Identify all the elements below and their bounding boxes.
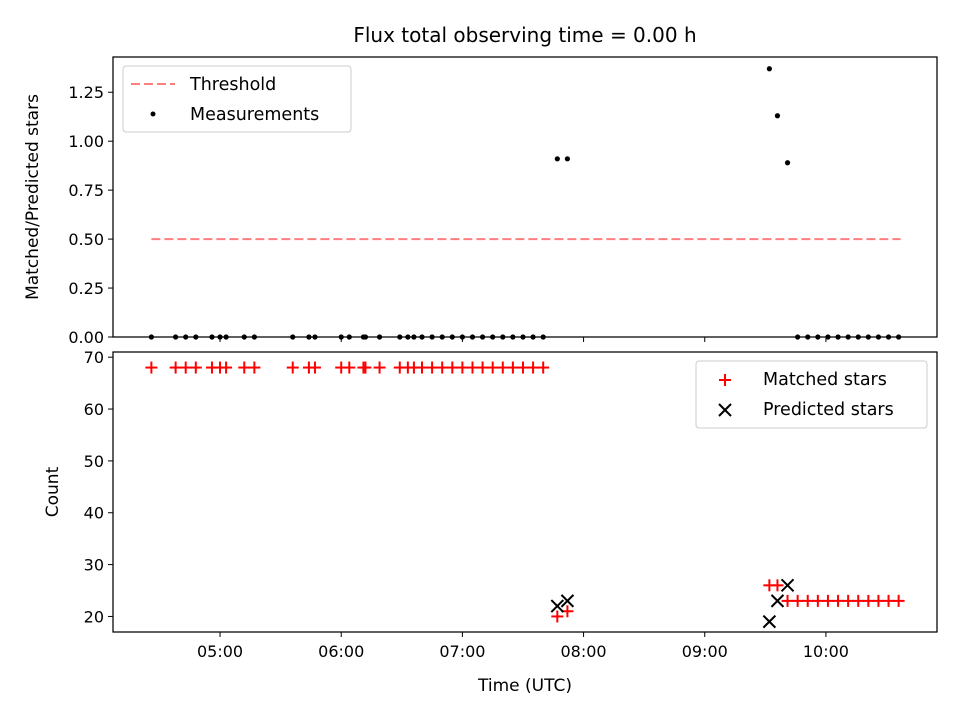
bottom-y-tick-label: 70 [84,348,104,367]
top-y-axis-label: Matched/Predicted stars [23,94,43,300]
matched-star-point [892,594,905,607]
bottom-legend-box [695,360,928,429]
legend-measurements-label: Measurements [190,105,319,125]
matched-star-point [516,361,529,374]
matched-star-point [466,361,479,374]
matched-star-point [832,594,845,607]
predicted-star-point [762,614,777,629]
bottom-y-tick-label: 40 [84,504,104,523]
matched-star-point [456,361,469,374]
matched-star-point [426,361,439,374]
matched-star-point [872,594,885,607]
bottom-y-tick-label: 60 [84,400,104,419]
top-chart-title: Flux total observing time = 0.00 h [353,23,696,47]
top-legend-box [122,65,352,133]
bottom-y-axis-label: Count [43,466,63,517]
matched-star-point [476,361,489,374]
top-y-tick-label: 0.00 [68,328,104,347]
top-panel: 0.00 0.25 0.50 0.75 1.00 1.25 Flux total obse… [23,23,938,347]
bottom-axes-frame [112,351,938,633]
matched-star-point [286,361,299,374]
matched-star-point [842,594,855,607]
bottom-x-ticks: 05:00 06:00 07:00 08:00 09:00 10:00 [197,632,849,661]
matched-star-point [343,361,356,374]
bottom-x-tick-label: 07:00 [439,642,485,661]
matched-star-point [359,361,372,374]
top-y-tick-label: 0.50 [68,230,104,249]
legend-measurements-swatch [150,111,156,117]
predicted-star-point [770,594,785,608]
measurement-point [766,66,772,72]
bottom-x-tick-label: 08:00 [561,642,607,661]
legend-predicted-label: Predicted stars [763,400,894,420]
matched-star-point [238,361,251,374]
matched-star-point [179,361,192,374]
matched-star-point [811,594,824,607]
bottom-y-tick-label: 30 [84,556,104,575]
predicted-star-point [550,599,565,613]
matched-star-point [551,610,564,623]
bottom-x-tick-label: 10:00 [803,642,849,661]
legend-predicted-swatch [718,403,732,417]
bottom-x-tick-label: 09:00 [682,642,728,661]
matched-star-point [537,361,550,374]
matched-star-point [771,579,784,592]
top-legend: Threshold Measurements [122,65,352,133]
matched-star-point [446,361,459,374]
bottom-panel: 20 30 40 50 60 70 05:00 06:00 07:00 08:00 09:00 10… [43,348,938,696]
matched-star-point [791,594,804,607]
matched-star-point [308,361,321,374]
matched-star-point [220,361,233,374]
matched-star-point [862,594,875,607]
matched-star-point [145,361,158,374]
measurement-point [774,113,781,119]
bottom-y-ticks: 20 30 40 50 60 70 [84,348,113,626]
bottom-y-tick-label: 50 [84,452,104,471]
legend-threshold-label: Threshold [189,75,276,95]
matched-star-point [486,361,499,374]
matched-star-point [416,361,428,374]
bottom-x-tick-label: 06:00 [318,642,364,661]
bottom-plot-marks [145,361,905,629]
predicted-star-point [560,594,575,608]
matched-star-point [852,594,865,607]
top-y-ticks: 0.00 0.25 0.50 0.75 1.00 1.25 [68,83,113,347]
matched-star-point [189,361,202,374]
matched-star-point [781,594,794,607]
matched-star-point [496,361,509,374]
bottom-x-axis-label: Time (UTC) [477,676,572,696]
top-axes-frame [112,56,938,338]
top-y-tick-label: 1.00 [68,132,104,151]
measurement-point [554,156,560,162]
matched-star-point [506,361,519,374]
bottom-y-tick-label: 20 [84,607,104,626]
bottom-legend: Matched stars Predicted stars [695,360,928,429]
top-y-tick-label: 0.25 [68,279,104,298]
matched-star-point [373,361,386,374]
measurement-point [564,156,571,162]
top-y-tick-label: 0.75 [68,181,104,200]
measurement-point [784,160,791,166]
predicted-star-point [780,578,795,593]
matched-star-point [436,361,449,374]
matched-star-point [882,594,895,607]
top-y-tick-label: 1.25 [68,83,104,102]
legend-matched-swatch [719,374,731,386]
legend-matched-label: Matched stars [763,370,887,390]
matched-star-point [527,361,540,374]
matched-star-point [821,594,834,607]
matched-star-point [169,361,182,374]
matched-star-point [801,594,814,607]
matched-star-point [248,361,261,374]
top-x-ticks [219,337,827,342]
bottom-x-tick-label: 05:00 [197,642,243,661]
